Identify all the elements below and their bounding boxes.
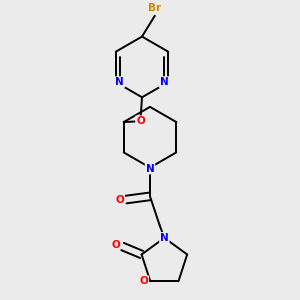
Text: N: N	[160, 77, 169, 87]
Text: Br: Br	[148, 3, 161, 13]
Text: O: O	[140, 276, 148, 286]
Text: N: N	[160, 233, 169, 243]
Text: O: O	[115, 194, 124, 205]
Text: N: N	[116, 77, 124, 87]
Text: O: O	[111, 240, 120, 250]
Text: N: N	[146, 164, 154, 174]
Text: O: O	[136, 116, 145, 126]
